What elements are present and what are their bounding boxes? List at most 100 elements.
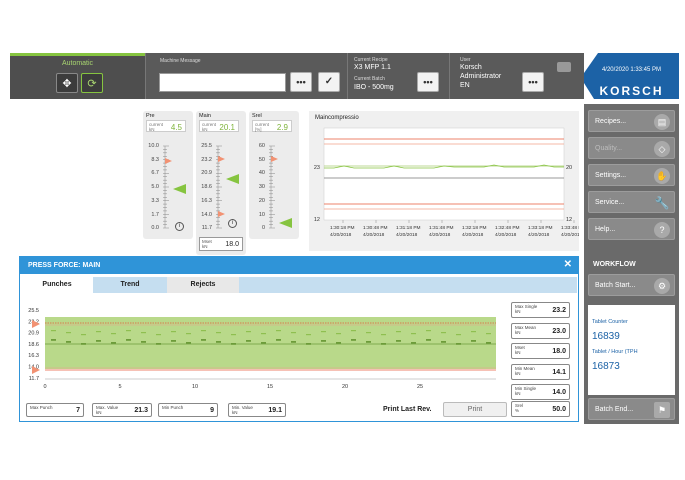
stat-box-min-mean: Min Mean kN 14.1 (511, 363, 570, 380)
punch-max-mark (336, 333, 341, 335)
punch-max-mark (141, 332, 146, 334)
punch-mark (441, 341, 446, 343)
punch-max-mark (411, 333, 416, 335)
current-marker (226, 174, 239, 184)
stat-label: Min Mean (515, 365, 535, 371)
x-date-label: 4/20/2018 (561, 232, 579, 238)
batch-end-button[interactable]: Batch End... ⚑ (588, 398, 675, 420)
stat-unit: kN (515, 350, 521, 355)
main-current-value: 20.1 (219, 123, 235, 132)
user-more-button[interactable]: ••• (522, 72, 544, 92)
stat-unit: kN (515, 329, 521, 335)
refresh-icon: ⟳ (87, 77, 97, 90)
punch-mark (126, 339, 131, 341)
x-tick-label: 0 (43, 384, 46, 390)
machine-message-section: Machine Message ••• ✓ (145, 53, 347, 99)
sidebar-item-recipes[interactable]: Recipes... ▤ (588, 110, 675, 132)
print-button[interactable]: Print (443, 402, 507, 417)
punch-max-mark (96, 331, 101, 333)
main-mset-value: 18.0 (225, 241, 239, 248)
stat-box-mset: Mset kN 18.0 (511, 343, 570, 359)
tablet-counter-value: 16839 (592, 331, 620, 342)
punch-max-mark (471, 331, 476, 333)
stat-value: 21.3 (134, 407, 148, 414)
limit-marker (218, 156, 225, 162)
punch-mark (291, 341, 296, 343)
tab-trend[interactable]: Trend (120, 281, 140, 288)
y-right-tick: 20 (566, 165, 572, 171)
punch-mark (351, 339, 356, 341)
punch-max-mark (186, 333, 191, 335)
recipe-more-button[interactable]: ••• (417, 72, 439, 92)
punch-max-mark (456, 334, 461, 336)
sidebar-item-label: Help... (595, 225, 616, 233)
punch-max-mark (366, 332, 371, 334)
sidebar-item-help[interactable]: Help...? (588, 218, 675, 240)
stat-label: Mset (515, 345, 525, 350)
stat-box-max-single: Max Single kN 23.2 (511, 302, 570, 318)
punch-max-mark (246, 331, 251, 333)
tab-rejects[interactable]: Rejects (167, 277, 239, 293)
info-icon[interactable]: i (228, 219, 237, 228)
y-tick-label: 16.3 (28, 353, 39, 359)
srel-label: Srel (515, 403, 524, 408)
limit-marker (218, 211, 225, 217)
print-last-rev-label: Print Last Rev. (383, 406, 432, 413)
stat-label: Min Single (515, 386, 537, 391)
current-recipe-label: Current Recipe (354, 57, 388, 63)
punch-mark (336, 342, 341, 344)
gauge-tick-label: 14.0 (201, 211, 212, 218)
camera-icon[interactable] (557, 62, 571, 72)
gauge-tick-label: 50 (258, 156, 265, 163)
tolerance-band (45, 317, 496, 369)
punch-mark (426, 339, 431, 341)
batch-end-label: Batch End... (595, 405, 634, 413)
tab-punches[interactable]: Punches (21, 277, 93, 293)
punch-max-mark (486, 333, 491, 335)
sidebar-item-quality[interactable]: Quality... ◇ (588, 137, 675, 159)
tablet-counter-label: Tablet Counter (592, 319, 628, 325)
batch-start-label: Batch Start... (595, 281, 636, 289)
pre-gauge: Pre current kN 4.5 10.0 8.3 6.7 5.0 3.3 1.7 0.0… (143, 111, 193, 239)
machine-message-field[interactable] (159, 73, 286, 92)
maincompression-panel: Maincompressio 23 12 20 12 1:30:18 PM 4/20/20… (309, 111, 579, 251)
punch-mark (471, 340, 476, 342)
info-icon[interactable]: i (175, 222, 184, 231)
main-mset-box[interactable]: Mset kN 18.0 (199, 237, 243, 251)
close-icon[interactable]: ✕ (563, 259, 572, 270)
automatic-mode-button[interactable]: ⟳ (81, 73, 103, 93)
x-tick-label: 25 (417, 384, 423, 390)
recipe-icon: ▤ (654, 114, 670, 130)
main-mset-label: Mset (202, 239, 212, 244)
current-recipe-value: X3 MFP 1.1 (354, 64, 391, 71)
machine-message-more-button[interactable]: ••• (290, 72, 312, 92)
limit-marker (165, 158, 172, 164)
srel-gauge: Srel current [%] 2.9 60 50 40 30 20 10 0 (249, 111, 299, 239)
sidebar-item-settings[interactable]: Settings... ✋ (588, 164, 675, 186)
x-tick-label: 15 (267, 384, 273, 390)
gauge-tick-label: 3.3 (151, 197, 159, 204)
gauge-tick-label: 6.7 (151, 170, 159, 177)
punch-mark (96, 340, 101, 342)
y-tick-label: 18.6 (28, 342, 39, 348)
stat-value: 23.2 (552, 307, 566, 314)
machine-message-ack-button[interactable]: ✓ (318, 72, 340, 92)
press-force-title: PRESS FORCE: MAIN (20, 257, 578, 274)
current-marker (173, 184, 186, 194)
sidebar-item-service[interactable]: Service... 🔧 (588, 191, 675, 213)
srel-value: 50.0 (552, 406, 566, 413)
gauge-tick-label: 60 (258, 143, 265, 149)
punch-mark (141, 341, 146, 343)
manual-mode-button[interactable]: ✥ (56, 73, 78, 93)
y-tick-label: 20.9 (28, 331, 39, 337)
gauge-tick-label: 1.7 (151, 211, 159, 218)
gauge-tick-label: 5.0 (151, 184, 159, 191)
batch-start-button[interactable]: Batch Start... ⚙ (588, 274, 675, 296)
punch-max-mark (276, 330, 281, 332)
srel-box[interactable]: Srel% 50.0 (511, 401, 570, 417)
tablet-hour-value: 16873 (592, 361, 620, 372)
sidebar-item-label: Quality... (595, 144, 623, 152)
press-force-panel: PRESS FORCE: MAIN ✕ Punches Trend Reject… (19, 256, 579, 422)
checkered-flag-icon: ⚑ (654, 402, 670, 418)
